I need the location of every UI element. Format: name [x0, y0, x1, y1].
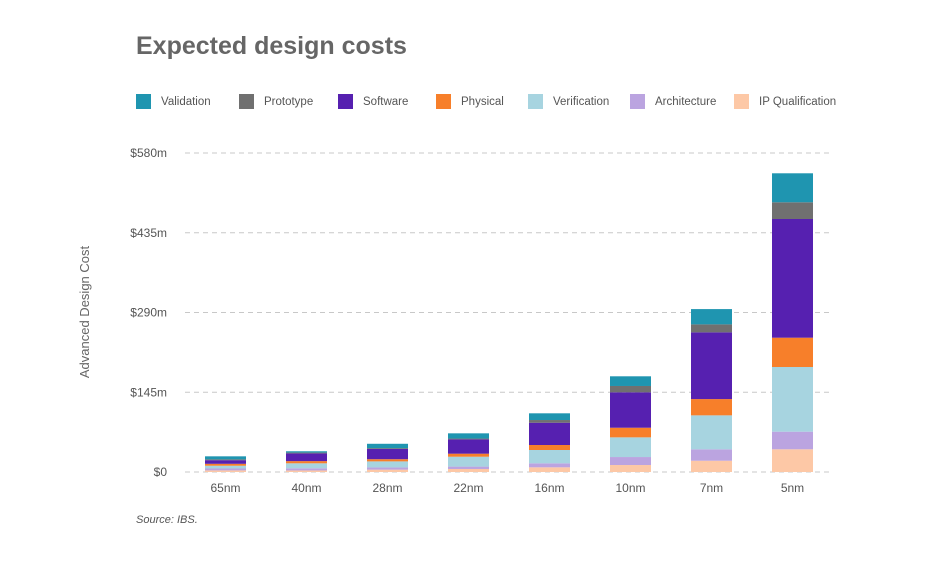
- legend-swatch: [136, 94, 151, 109]
- bar-segment-validation: [286, 451, 327, 453]
- x-tick-label: 65nm: [210, 481, 240, 495]
- legend-label: Prototype: [264, 95, 314, 108]
- bar-segment-software: [286, 453, 327, 462]
- bar-segment-architecture: [772, 431, 813, 450]
- bar-segment-prototype: [205, 459, 246, 461]
- legend-item: IP Qualification: [734, 94, 844, 109]
- bar-segment-ip-qualification: [691, 460, 732, 472]
- legend-label: Architecture: [655, 95, 717, 108]
- y-tick-label: $290m: [130, 306, 167, 320]
- bar-segment-verification: [205, 465, 246, 469]
- x-tick-label: 5nm: [781, 481, 804, 495]
- legend-item: Prototype: [239, 94, 338, 109]
- bar-segment-validation: [691, 309, 732, 325]
- legend-swatch: [630, 94, 645, 109]
- bar-segment-architecture: [286, 468, 327, 471]
- x-tick-label: 22nm: [453, 481, 483, 495]
- bar-segment-prototype: [448, 438, 489, 440]
- bar-segment-software: [529, 422, 570, 445]
- legend-swatch: [528, 94, 543, 109]
- bar-segment-verification: [610, 437, 651, 458]
- bar-segment-architecture: [691, 449, 732, 461]
- x-tick-label: 10nm: [615, 481, 645, 495]
- x-tick-label: 16nm: [534, 481, 564, 495]
- bar-segment-validation: [772, 173, 813, 203]
- bar-segment-physical: [205, 463, 246, 466]
- y-tick-label: $0: [154, 465, 168, 479]
- bar-segment-validation: [367, 443, 408, 449]
- legend-swatch: [239, 94, 254, 109]
- bar-segment-ip-qualification: [610, 465, 651, 472]
- bar-segment-software: [448, 439, 489, 454]
- x-tick-label: 28nm: [372, 481, 402, 495]
- y-tick-label: $580m: [130, 146, 167, 160]
- bar-segment-validation: [529, 413, 570, 421]
- bar-segment-physical: [367, 459, 408, 462]
- legend-swatch: [436, 94, 451, 109]
- legend-item: Validation: [136, 94, 239, 109]
- bar-segment-architecture: [205, 468, 246, 471]
- bar-segment-physical: [691, 399, 732, 416]
- bar-segment-verification: [772, 367, 813, 432]
- x-tick-label: 40nm: [291, 481, 321, 495]
- bar-segment-prototype: [691, 324, 732, 333]
- bar-segment-architecture: [529, 463, 570, 468]
- bar-segment-architecture: [367, 467, 408, 470]
- chart-title: Expected design costs: [136, 32, 407, 60]
- bar-segment-ip-qualification: [367, 469, 408, 472]
- bar-segment-ip-qualification: [529, 467, 570, 472]
- bar-segment-verification: [691, 415, 732, 450]
- legend-label: Software: [363, 95, 409, 108]
- x-tick-label: 7nm: [700, 481, 723, 495]
- bar-segment-prototype: [286, 452, 327, 454]
- bar-segment-software: [610, 392, 651, 428]
- y-axis-label: Advanced Design Cost: [77, 245, 92, 378]
- y-tick-label: $145m: [130, 385, 167, 399]
- bar-segment-prototype: [367, 448, 408, 450]
- y-tick-label: $435m: [130, 226, 167, 240]
- bar-segment-validation: [610, 376, 651, 386]
- legend-label: Physical: [461, 95, 504, 108]
- legend-label: Validation: [161, 95, 211, 108]
- bar-segment-architecture: [448, 466, 489, 469]
- bar-segment-physical: [529, 444, 570, 450]
- bar-segment-prototype: [772, 202, 813, 219]
- legend-item: Architecture: [630, 94, 734, 109]
- bar-segment-verification: [448, 456, 489, 467]
- bar-segment-software: [772, 219, 813, 338]
- bar-segment-physical: [772, 337, 813, 368]
- bar-segment-verification: [367, 461, 408, 468]
- bar-segment-software: [691, 332, 732, 400]
- legend-label: Verification: [553, 95, 610, 108]
- bar-segment-ip-qualification: [286, 470, 327, 472]
- bar-segment-physical: [448, 453, 489, 457]
- bar-segment-physical: [286, 461, 327, 464]
- legend-item: Physical: [436, 94, 528, 109]
- bar-segment-architecture: [610, 457, 651, 466]
- legend-swatch: [338, 94, 353, 109]
- bar-segment-validation: [205, 456, 246, 460]
- bar-segment-ip-qualification: [772, 449, 813, 472]
- bar-segment-physical: [610, 427, 651, 438]
- source-note: Source: IBS.: [136, 514, 198, 526]
- legend-swatch: [734, 94, 749, 109]
- bar-segment-ip-qualification: [448, 468, 489, 472]
- bar-segment-prototype: [610, 385, 651, 393]
- legend-item: Verification: [528, 94, 630, 109]
- bar-segment-validation: [448, 433, 489, 439]
- bar-segment-verification: [286, 463, 327, 469]
- legend-item: Software: [338, 94, 436, 109]
- bar-segment-software: [205, 460, 246, 464]
- legend-label: IP Qualification: [759, 95, 837, 108]
- bar-segment-software: [367, 449, 408, 460]
- bar-segment-prototype: [529, 420, 570, 423]
- legend: Validation Prototype Software Physical Verif…: [136, 94, 844, 109]
- bar-segment-ip-qualification: [205, 470, 246, 472]
- bar-segment-verification: [529, 450, 570, 464]
